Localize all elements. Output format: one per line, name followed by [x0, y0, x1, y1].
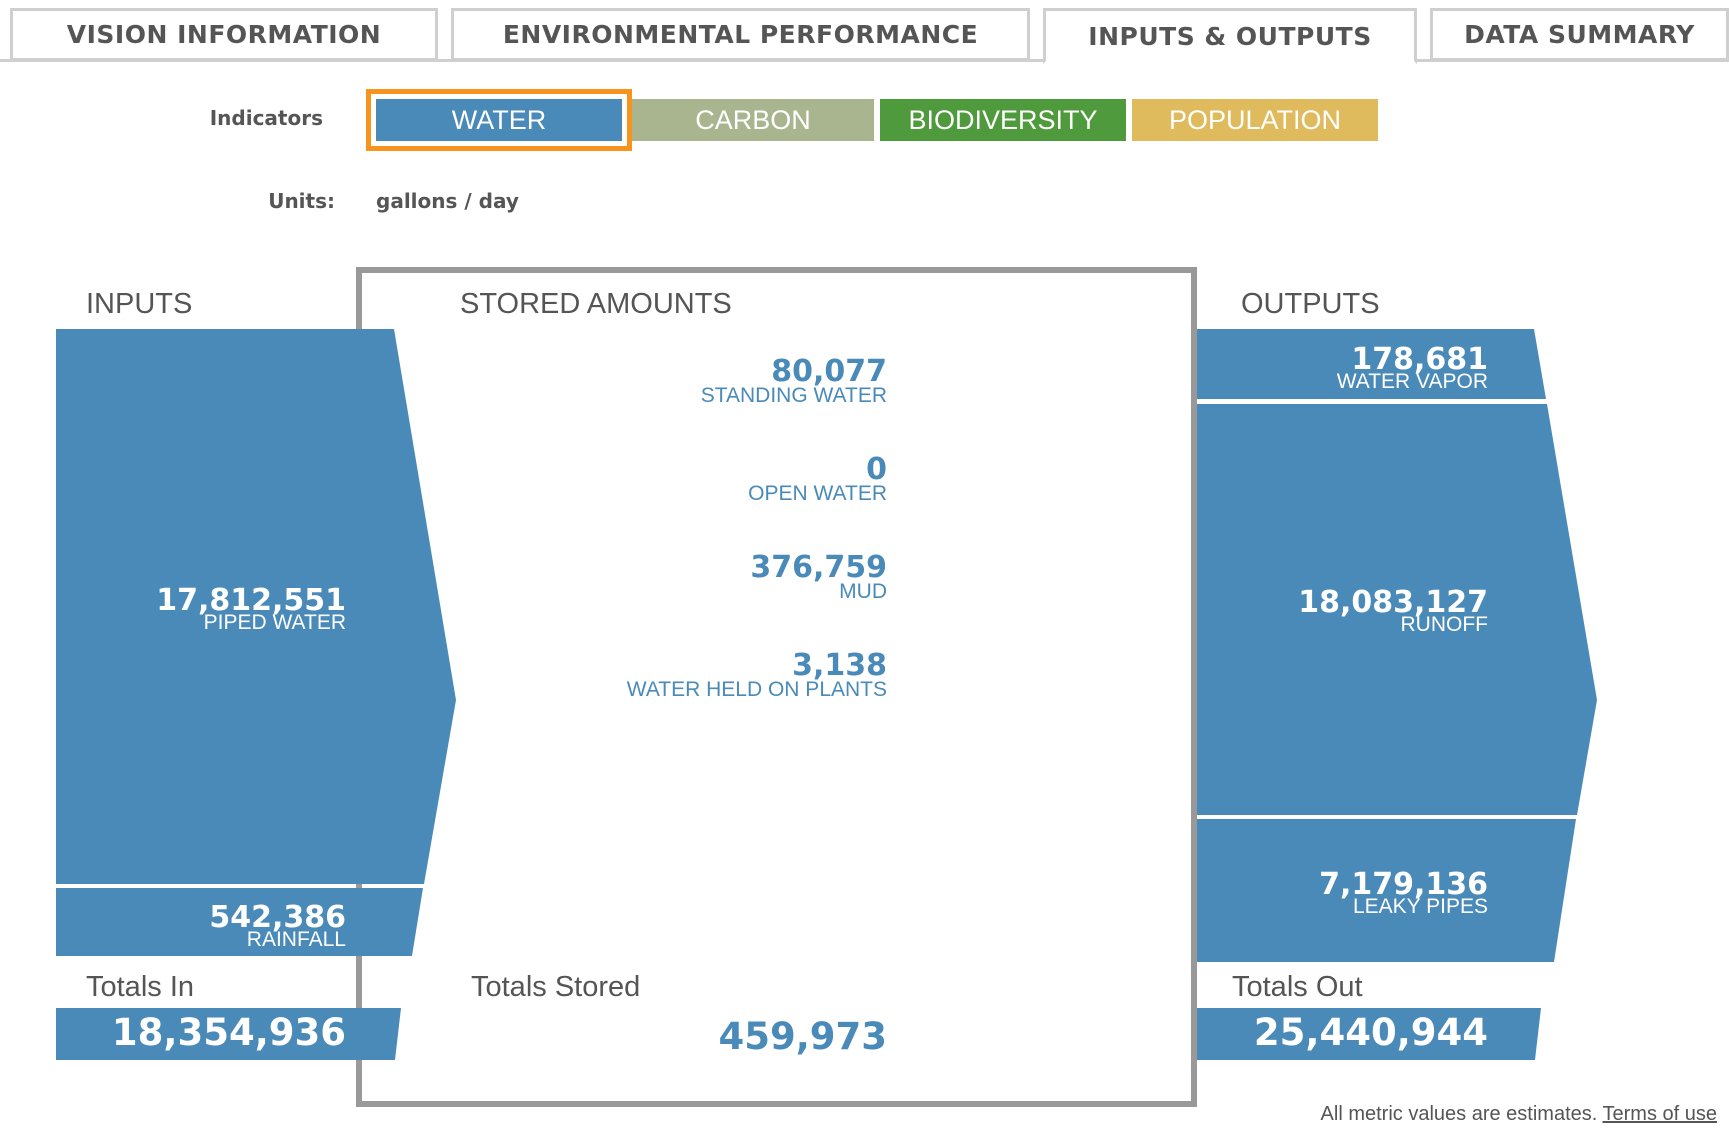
- output-item-water-vapor: 178,681 WATER VAPOR: [1336, 342, 1488, 393]
- tab-inputs-outputs[interactable]: INPUTS & OUTPUTS: [1043, 8, 1417, 64]
- output-flow-water-vapor: [1197, 329, 1546, 399]
- inputs-heading: INPUTS: [86, 288, 193, 320]
- stored-name: OPEN WATER: [748, 482, 887, 505]
- indicators-label: Indicators: [209, 106, 323, 130]
- stored-value: 80,077: [771, 354, 887, 389]
- totals-stored-label: Totals Stored: [471, 971, 641, 1003]
- totals-stored-value: 459,973: [718, 1015, 887, 1058]
- stored-amounts-heading: STORED AMOUNTS: [460, 288, 732, 320]
- input-item-rainfall: 542,386 RAINFALL: [209, 900, 346, 951]
- stored-name: MUD: [839, 580, 887, 603]
- output-flow-runoff: [1197, 404, 1597, 815]
- input-flow-piped-water: [56, 329, 456, 884]
- stored-value: 376,759: [750, 550, 887, 585]
- output-item-runoff: 18,083,127 RUNOFF: [1298, 585, 1489, 636]
- stored-item-water-held-on-plants: 3,138 WATER HELD ON PLANTS: [626, 648, 887, 701]
- stored-value: 0: [866, 452, 887, 487]
- stored-value: 3,138: [792, 648, 887, 683]
- tab-vision-information[interactable]: VISION INFORMATION: [10, 8, 438, 61]
- totals-in-label: Totals In: [86, 971, 194, 1003]
- units-label: Units:: [268, 189, 335, 213]
- input-value: 542,386: [209, 900, 346, 935]
- stored-item-mud: 376,759 MUD: [750, 550, 887, 603]
- indicator-population-button[interactable]: POPULATION: [1132, 99, 1378, 141]
- output-name: RUNOFF: [1400, 613, 1489, 636]
- input-name: RAINFALL: [246, 928, 346, 951]
- footer: All metric values are estimates. Terms o…: [1321, 1103, 1717, 1126]
- indicator-biodiversity-button[interactable]: BIODIVERSITY: [880, 99, 1126, 141]
- stored-item-standing-water: 80,077 STANDING WATER: [700, 354, 887, 407]
- total-in-bar: [56, 1008, 401, 1060]
- output-name: LEAKY PIPES: [1352, 895, 1488, 918]
- terms-of-use-link[interactable]: Terms of use: [1602, 1103, 1717, 1125]
- tab-data-summary[interactable]: DATA SUMMARY: [1430, 8, 1729, 61]
- output-value: 7,179,136: [1319, 867, 1488, 902]
- outputs-heading: OUTPUTS: [1241, 288, 1380, 320]
- output-flow-leaky-pipes: [1197, 819, 1576, 962]
- input-name: PIPED WATER: [203, 611, 346, 634]
- output-name: WATER VAPOR: [1336, 370, 1488, 393]
- input-item-piped-water: 17,812,551 PIPED WATER: [156, 583, 346, 634]
- tab-environmental-performance[interactable]: ENVIRONMENTAL PERFORMANCE: [451, 8, 1030, 61]
- stored-item-open-water: 0 OPEN WATER: [748, 452, 887, 505]
- output-value: 18,083,127: [1298, 585, 1488, 620]
- total-out-bar: [1197, 1008, 1541, 1060]
- selected-indicator-outline: [366, 89, 632, 151]
- totals-out-value: 25,440,944: [1253, 1011, 1488, 1054]
- stored-name: WATER HELD ON PLANTS: [626, 678, 887, 701]
- input-value: 17,812,551: [156, 583, 346, 618]
- totals-in-value: 18,354,936: [111, 1011, 346, 1054]
- totals-out-label: Totals Out: [1232, 971, 1363, 1003]
- output-item-leaky-pipes: 7,179,136 LEAKY PIPES: [1319, 867, 1488, 918]
- footer-note: All metric values are estimates.: [1320, 1103, 1598, 1125]
- indicator-carbon-button[interactable]: CARBON: [632, 99, 874, 141]
- input-flow-rainfall: [56, 888, 423, 956]
- tab-bar: VISION INFORMATION ENVIRONMENTAL PERFORM…: [0, 0, 1729, 64]
- units-value: gallons / day: [376, 189, 519, 213]
- output-value: 178,681: [1351, 342, 1488, 377]
- indicator-water-button[interactable]: WATER: [376, 99, 622, 141]
- stored-name: STANDING WATER: [700, 384, 887, 407]
